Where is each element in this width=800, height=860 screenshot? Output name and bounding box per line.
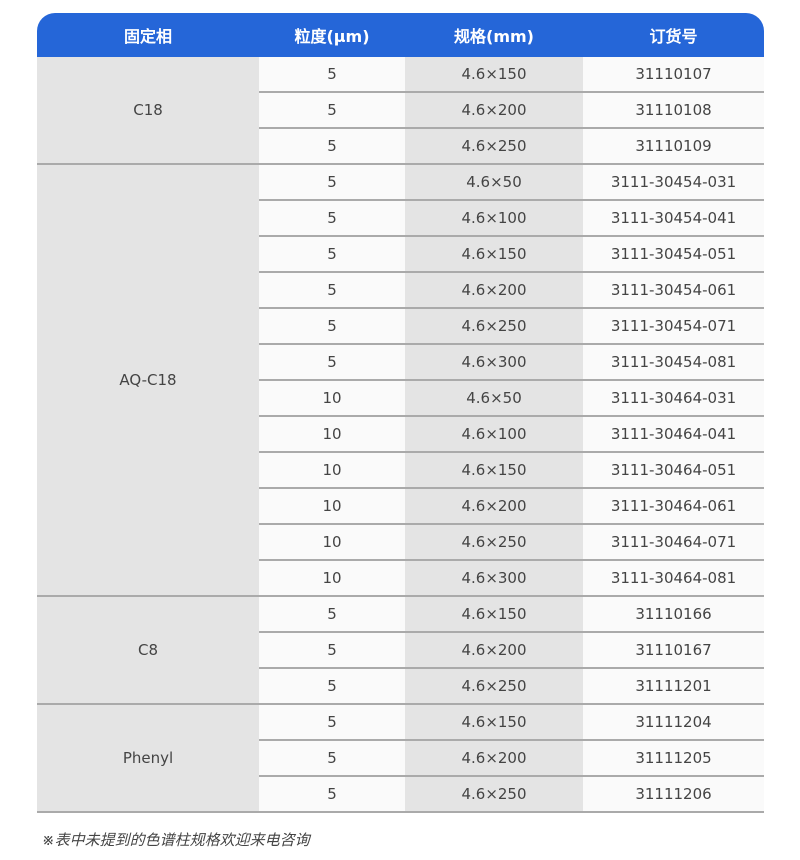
table-row: 10 4.6×250 3111-30464-071 bbox=[37, 524, 764, 561]
spec-cell: 4.6×200 bbox=[405, 632, 583, 669]
particle-size-cell: 10 bbox=[259, 560, 405, 597]
order-number-cell: 3111-30454-051 bbox=[583, 236, 764, 273]
particle-size-cell: 5 bbox=[259, 632, 405, 669]
table-row: 5 4.6×200 31110108 bbox=[37, 92, 764, 129]
spec-cell: 4.6×150 bbox=[405, 57, 583, 93]
particle-size-cell: 10 bbox=[259, 488, 405, 525]
table-row: 5 4.6×200 31111205 bbox=[37, 740, 764, 777]
phase-cell: AQ-C18 bbox=[37, 164, 259, 597]
table-row: 5 4.6×250 3111-30454-071 bbox=[37, 308, 764, 345]
phase-cell: Phenyl bbox=[37, 704, 259, 813]
particle-size-cell: 10 bbox=[259, 380, 405, 417]
particle-size-cell: 5 bbox=[259, 128, 405, 165]
table-row: 10 4.6×50 3111-30464-031 bbox=[37, 380, 764, 417]
order-number-cell: 31111201 bbox=[583, 668, 764, 705]
order-number-cell: 3111-30454-061 bbox=[583, 272, 764, 309]
table-row: 10 4.6×200 3111-30464-061 bbox=[37, 488, 764, 525]
order-number-cell: 31110167 bbox=[583, 632, 764, 669]
particle-size-cell: 5 bbox=[259, 344, 405, 381]
order-number-cell: 31111205 bbox=[583, 740, 764, 777]
particle-size-cell: 5 bbox=[259, 236, 405, 273]
spec-cell: 4.6×200 bbox=[405, 272, 583, 309]
header-order-number: 订货号 bbox=[583, 13, 764, 57]
spec-cell: 4.6×50 bbox=[405, 164, 583, 201]
particle-size-cell: 5 bbox=[259, 668, 405, 705]
table-row: Phenyl 5 4.6×150 31111204 bbox=[37, 704, 764, 813]
table-row: 5 4.6×250 31111206 bbox=[37, 776, 764, 813]
order-number-cell: 3111-30464-071 bbox=[583, 524, 764, 561]
order-number-cell: 31110166 bbox=[583, 596, 764, 633]
header-phase: 固定相 bbox=[37, 13, 259, 57]
spec-cell: 4.6×250 bbox=[405, 668, 583, 705]
table-row: C8 5 4.6×150 31110166 bbox=[37, 596, 764, 705]
footnote: ※表中未提到的色谱柱规格欢迎来电咨询 bbox=[42, 831, 310, 849]
order-number-cell: 3111-30464-081 bbox=[583, 560, 764, 597]
particle-size-cell: 5 bbox=[259, 704, 405, 741]
spec-cell: 4.6×250 bbox=[405, 524, 583, 561]
order-number-cell: 3111-30464-051 bbox=[583, 452, 764, 489]
particle-size-cell: 5 bbox=[259, 92, 405, 129]
order-number-cell: 31110109 bbox=[583, 128, 764, 165]
table-row: 5 4.6×100 3111-30454-041 bbox=[37, 200, 764, 237]
spec-cell: 4.6×150 bbox=[405, 452, 583, 489]
table-row: 5 4.6×200 31110167 bbox=[37, 632, 764, 669]
spec-cell: 4.6×150 bbox=[405, 236, 583, 273]
particle-size-cell: 5 bbox=[259, 272, 405, 309]
spec-cell: 4.6×300 bbox=[405, 560, 583, 597]
particle-size-cell: 5 bbox=[259, 596, 405, 633]
phase-cell: C18 bbox=[37, 57, 259, 165]
table-row: C18 5 4.6×150 31110107 bbox=[37, 57, 764, 165]
table-row: 10 4.6×300 3111-30464-081 bbox=[37, 560, 764, 597]
spec-cell: 4.6×300 bbox=[405, 344, 583, 381]
table-row: 5 4.6×250 31111201 bbox=[37, 668, 764, 705]
spec-cell: 4.6×250 bbox=[405, 776, 583, 813]
header-row: 固定相 粒度(μm) 规格(mm) 订货号 bbox=[37, 13, 764, 57]
spec-cell: 4.6×200 bbox=[405, 92, 583, 129]
table-row: 10 4.6×150 3111-30464-051 bbox=[37, 452, 764, 489]
particle-size-cell: 5 bbox=[259, 200, 405, 237]
spec-cell: 4.6×200 bbox=[405, 740, 583, 777]
particle-size-cell: 10 bbox=[259, 524, 405, 561]
spec-cell: 4.6×50 bbox=[405, 380, 583, 417]
phase-cell: C8 bbox=[37, 596, 259, 705]
table-row: 5 4.6×250 31110109 bbox=[37, 128, 764, 165]
order-number-cell: 3111-30454-081 bbox=[583, 344, 764, 381]
table-row: 5 4.6×150 3111-30454-051 bbox=[37, 236, 764, 273]
table-row: AQ-C18 5 4.6×50 3111-30454-031 bbox=[37, 164, 764, 597]
header-particle-size: 粒度(μm) bbox=[259, 13, 405, 57]
table-row: 5 4.6×300 3111-30454-081 bbox=[37, 344, 764, 381]
order-number-cell: 3111-30464-041 bbox=[583, 416, 764, 453]
particle-size-cell: 10 bbox=[259, 416, 405, 453]
spec-cell: 4.6×100 bbox=[405, 200, 583, 237]
header-spec: 规格(mm) bbox=[405, 13, 583, 57]
order-number-cell: 3111-30464-061 bbox=[583, 488, 764, 525]
particle-size-cell: 10 bbox=[259, 452, 405, 489]
order-number-cell: 31110107 bbox=[583, 57, 764, 93]
order-number-cell: 31110108 bbox=[583, 92, 764, 129]
spec-cell: 4.6×150 bbox=[405, 704, 583, 741]
spec-cell: 4.6×150 bbox=[405, 596, 583, 633]
particle-size-cell: 5 bbox=[259, 776, 405, 813]
particle-size-cell: 5 bbox=[259, 308, 405, 345]
table-row: 10 4.6×100 3111-30464-041 bbox=[37, 416, 764, 453]
order-number-cell: 31111206 bbox=[583, 776, 764, 813]
spec-cell: 4.6×100 bbox=[405, 416, 583, 453]
spec-cell: 4.6×250 bbox=[405, 308, 583, 345]
particle-size-cell: 5 bbox=[259, 57, 405, 93]
order-number-cell: 31111204 bbox=[583, 704, 764, 741]
order-number-cell: 3111-30464-031 bbox=[583, 380, 764, 417]
order-number-cell: 3111-30454-041 bbox=[583, 200, 764, 237]
spec-cell: 4.6×250 bbox=[405, 128, 583, 165]
table-row: 5 4.6×200 3111-30454-061 bbox=[37, 272, 764, 309]
particle-size-cell: 5 bbox=[259, 740, 405, 777]
order-number-cell: 3111-30454-071 bbox=[583, 308, 764, 345]
order-number-cell: 3111-30454-031 bbox=[583, 164, 764, 201]
column-spec-table: 固定相 粒度(μm) 规格(mm) 订货号 C18 5 4.6×150 3111010… bbox=[37, 13, 764, 813]
particle-size-cell: 5 bbox=[259, 164, 405, 201]
spec-cell: 4.6×200 bbox=[405, 488, 583, 525]
